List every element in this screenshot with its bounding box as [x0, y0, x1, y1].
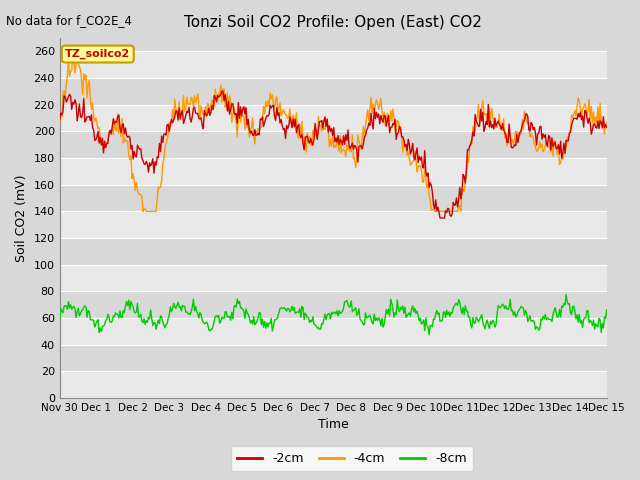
Bar — [60, 105, 607, 132]
X-axis label: Time: Time — [318, 419, 349, 432]
Y-axis label: Soil CO2 (mV): Soil CO2 (mV) — [15, 174, 28, 262]
Title: Tonzi Soil CO2 Profile: Open (East) CO2: Tonzi Soil CO2 Profile: Open (East) CO2 — [184, 15, 482, 30]
Bar — [60, 132, 607, 158]
Bar — [60, 264, 607, 291]
Bar — [60, 51, 607, 78]
Bar — [60, 158, 607, 185]
Bar — [60, 372, 607, 398]
Text: No data for f_CO2E_4: No data for f_CO2E_4 — [6, 14, 132, 27]
Bar — [60, 345, 607, 372]
Legend: -2cm, -4cm, -8cm: -2cm, -4cm, -8cm — [231, 446, 473, 471]
Bar — [60, 185, 607, 211]
Bar — [60, 78, 607, 105]
Bar — [60, 238, 607, 264]
Bar — [60, 318, 607, 345]
Bar — [60, 211, 607, 238]
Bar — [60, 291, 607, 318]
Text: TZ_soilco2: TZ_soilco2 — [65, 49, 131, 59]
